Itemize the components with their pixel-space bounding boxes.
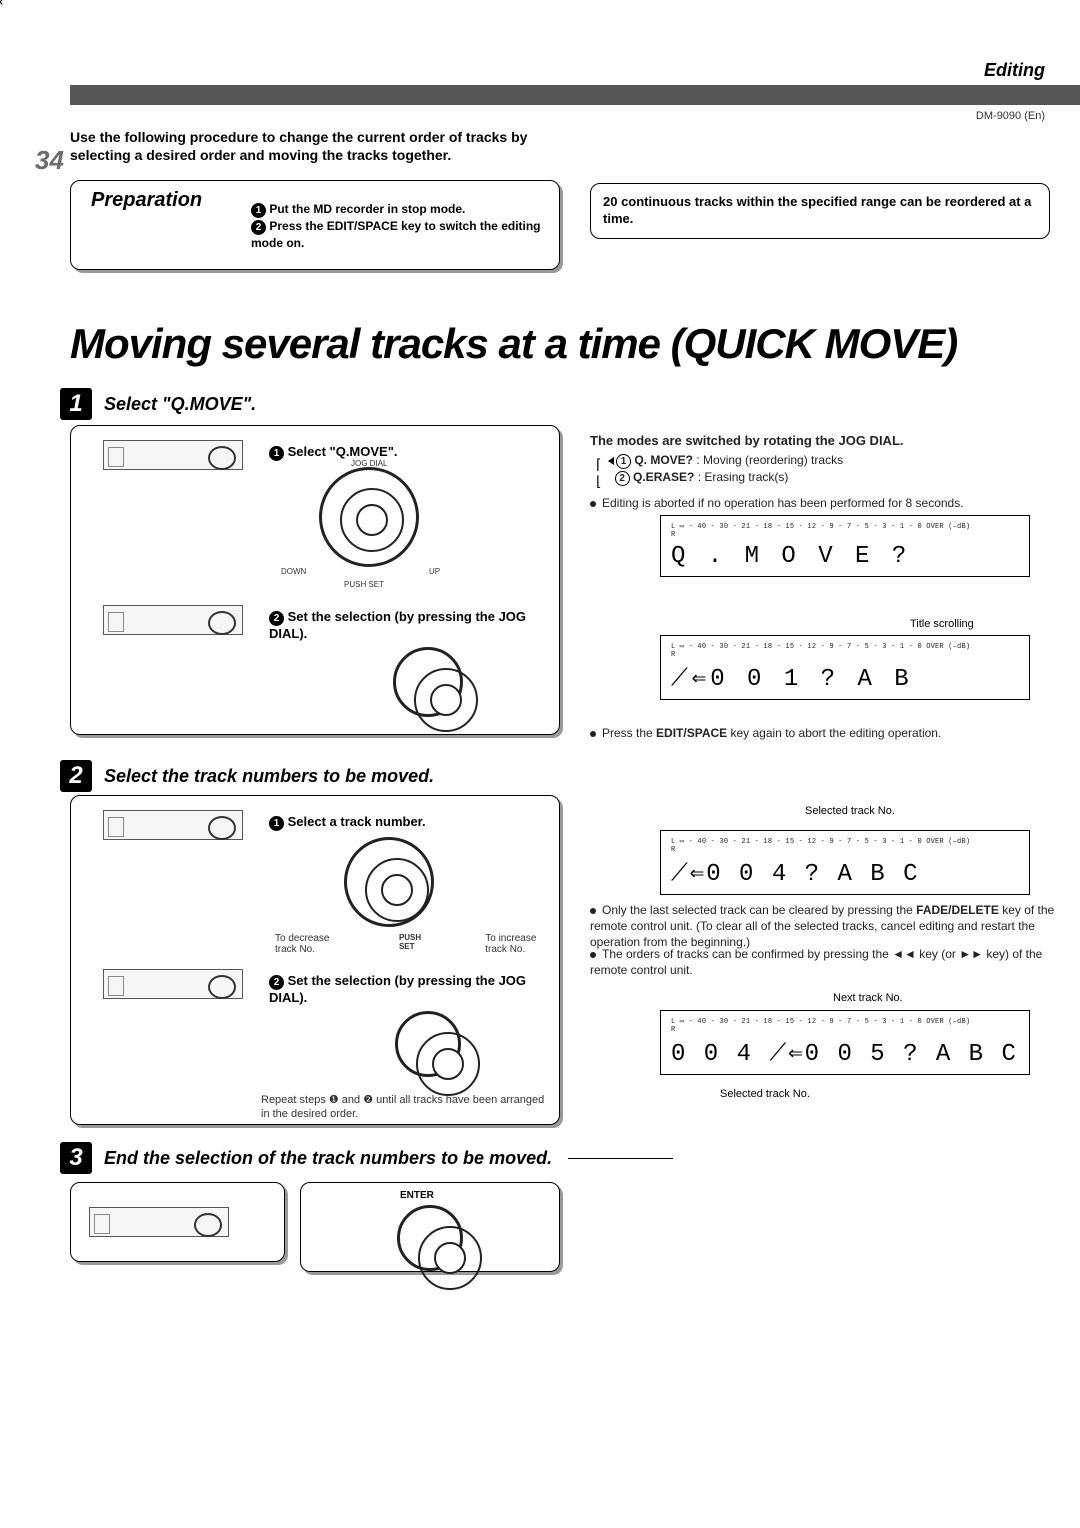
preparation-box: Preparation 1 Put the MD recorder in sto… [70, 180, 560, 270]
range-note: 20 continuous tracks within the specifie… [590, 183, 1050, 239]
device-diagram [89, 1207, 229, 1237]
pushset-label: PUSH SET [399, 933, 425, 955]
increase-label: To increase track No. [485, 933, 547, 955]
lcd-display-001: L ▭ - 40 - 30 - 21 - 18 - 15 - 12 - 9 - … [660, 635, 1030, 700]
p2-h2: Set the selection (by pressing the JOG D… [269, 973, 526, 1005]
device-diagram [103, 440, 243, 470]
next-track-caption: Next track No. [833, 992, 903, 1004]
decrease-label: To decrease track No. [275, 933, 339, 955]
p1-h2: Set the selection (by pressing the JOG D… [269, 609, 526, 641]
selected-track-caption-2: Selected track No. [720, 1088, 810, 1100]
enter-dial-icon [397, 1205, 463, 1271]
jog-up-label: UP [429, 567, 440, 576]
modes-list: 1 Q. MOVE? : Moving (reordering) tracks … [608, 452, 1048, 486]
step-1-header: 1 Select "Q.MOVE". [60, 388, 256, 420]
abort-edit-note: Press the EDIT/SPACE key again to abort … [590, 725, 1060, 741]
order-confirm-note: The orders of tracks can be confirmed by… [590, 946, 1060, 978]
preparation-list: 1 Put the MD recorder in stop mode. 2 Pr… [251, 201, 541, 252]
prep-item-1: Put the MD recorder in stop mode. [269, 202, 465, 216]
step-2-badge: 2 [60, 760, 92, 792]
step-2-header: 2 Select the track numbers to be moved. [60, 760, 434, 792]
jog-dial-icon [344, 837, 434, 927]
page-number: 34 [35, 145, 64, 176]
panel-step-3a [70, 1182, 285, 1262]
panel-step-2: 1 Select a track number. To decrease tra… [70, 795, 560, 1125]
p2-footer: Repeat steps ❶ and ❷ until all tracks ha… [261, 1093, 545, 1122]
enter-label: ENTER [400, 1190, 434, 1201]
device-diagram [103, 810, 243, 840]
device-diagram [103, 969, 243, 999]
jog-dial-small-icon [393, 647, 463, 717]
step-1-badge: 1 [60, 388, 92, 420]
step-3-header: 3 End the selection of the track numbers… [60, 1142, 552, 1174]
lcd-display-004-005: L ▭ - 40 - 30 - 21 - 18 - 15 - 12 - 9 - … [660, 1010, 1030, 1075]
lcd-display-qmove: L ▭ - 40 - 30 - 21 - 18 - 15 - 12 - 9 - … [660, 515, 1030, 577]
prep-item-2: Press the EDIT/SPACE key to switch the e… [251, 219, 541, 250]
p1-h1: Select "Q.MOVE". [288, 444, 398, 459]
bullet-2-icon: 2 [251, 220, 266, 235]
modes-intro: The modes are switched by rotating the J… [590, 432, 1050, 450]
jog-down-label: DOWN [281, 567, 306, 576]
model-code: DM-9090 (En) [976, 110, 1045, 122]
step-3-badge: 3 [60, 1142, 92, 1174]
jog-dial-icon [319, 467, 419, 567]
step-2-title: Select the track numbers to be moved. [104, 766, 434, 787]
bullet-1-icon: 1 [251, 203, 266, 218]
jog-pushset-label: PUSH SET [344, 580, 384, 589]
bracket-icon: ⌈⌊ [596, 456, 601, 490]
fade-delete-note: Only the last selected track can be clea… [590, 902, 1060, 951]
jog-dial-small-icon [395, 1011, 461, 1077]
lcd-display-004: L ▭ - 40 - 30 - 21 - 18 - 15 - 12 - 9 - … [660, 830, 1030, 895]
connector-arrow-icon [0, 0, 5, 5]
main-title: Moving several tracks at a time (QUICK M… [70, 320, 957, 368]
preparation-title: Preparation [91, 189, 202, 212]
intro-text: Use the following procedure to change th… [70, 128, 560, 164]
section-label: Editing [984, 60, 1045, 81]
p2-h1: Select a track number. [288, 814, 426, 829]
device-diagram [103, 605, 243, 635]
step-1-title: Select "Q.MOVE". [104, 394, 256, 415]
header-band [70, 85, 1080, 105]
abort-8s-note: Editing is aborted if no operation has b… [590, 495, 1060, 511]
connector-line [568, 1158, 673, 1159]
panel-step-1: 1 Select "Q.MOVE". JOG DIAL DOWN UP PUSH… [70, 425, 560, 735]
title-scrolling-caption: Title scrolling [910, 618, 974, 630]
step-3-title: End the selection of the track numbers t… [104, 1148, 552, 1169]
selected-track-caption: Selected track No. [805, 805, 895, 817]
pointer-icon [608, 457, 614, 465]
